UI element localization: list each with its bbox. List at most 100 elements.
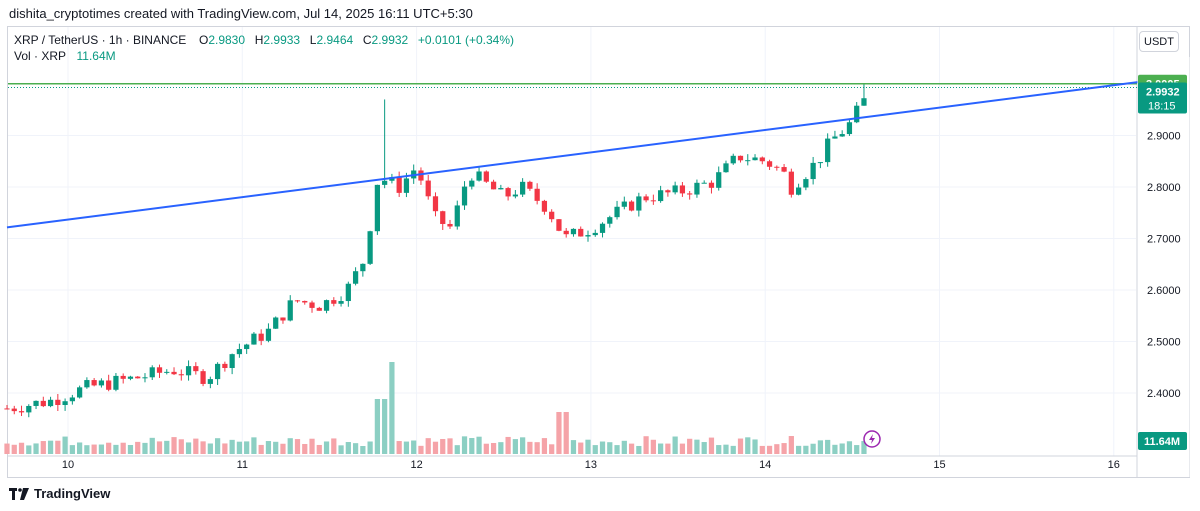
candle-body bbox=[621, 201, 627, 207]
volume-bar bbox=[759, 445, 765, 454]
volume-axis-label: 11.64M bbox=[1144, 436, 1180, 448]
volume-bar bbox=[512, 439, 518, 454]
volume-bar bbox=[47, 440, 54, 454]
volume-bar bbox=[4, 443, 10, 454]
volume-bar bbox=[658, 443, 664, 454]
candle-body bbox=[854, 105, 860, 123]
volume-bar bbox=[483, 443, 489, 454]
candle-body bbox=[403, 178, 410, 193]
volume-bar bbox=[817, 440, 824, 454]
candle-body bbox=[599, 223, 606, 233]
volume-bar bbox=[839, 443, 845, 454]
volume-bar bbox=[621, 440, 627, 454]
volume-bar bbox=[185, 442, 192, 454]
volume-bar bbox=[251, 437, 257, 454]
candle-body bbox=[679, 185, 686, 194]
volume-bar bbox=[846, 441, 853, 454]
candle-body bbox=[469, 180, 475, 187]
candle-body bbox=[91, 380, 97, 386]
volume-bar bbox=[273, 441, 279, 454]
volume-value: 11.64M bbox=[76, 49, 116, 63]
candle-body bbox=[367, 231, 373, 264]
change-value: +0.0101 (+0.34%) bbox=[417, 33, 514, 47]
volume-bar bbox=[411, 440, 417, 454]
candle-body bbox=[592, 232, 598, 236]
candle-body bbox=[570, 228, 577, 235]
candle-body bbox=[309, 302, 315, 308]
candle-body bbox=[708, 182, 715, 188]
volume-bar bbox=[352, 443, 359, 454]
volume-bar bbox=[55, 440, 61, 454]
volume-bar bbox=[607, 442, 613, 454]
candle-body bbox=[701, 182, 707, 184]
volume-label[interactable]: Vol · XRP bbox=[14, 49, 66, 63]
volume-bar bbox=[309, 438, 315, 454]
candle-body bbox=[839, 134, 845, 137]
candle-body bbox=[374, 184, 380, 232]
candle-body bbox=[33, 400, 39, 406]
volume-bar bbox=[737, 438, 744, 454]
volume-bar bbox=[534, 442, 540, 454]
candle-body bbox=[265, 328, 272, 341]
candle-body bbox=[628, 201, 635, 211]
volume-bar bbox=[679, 443, 686, 454]
volume-bar bbox=[585, 439, 591, 454]
candle-body bbox=[287, 300, 293, 321]
candle-body bbox=[716, 172, 722, 188]
volume-bar bbox=[766, 445, 773, 454]
candle-body bbox=[810, 162, 816, 180]
candle-body bbox=[687, 193, 693, 195]
volume-bar bbox=[730, 445, 736, 454]
volume-row: Vol · XRP 11.64M bbox=[14, 48, 514, 64]
candle-body bbox=[803, 179, 809, 188]
candle-body bbox=[534, 188, 540, 201]
volume-bar bbox=[265, 441, 272, 454]
candle-body bbox=[737, 155, 744, 161]
volume-bar bbox=[396, 441, 402, 454]
ohlc-row: XRP / TetherUS · 1h · BINANCE O2.9830 H2… bbox=[14, 32, 514, 48]
candle-body bbox=[585, 235, 591, 237]
candle-body bbox=[766, 161, 773, 167]
volume-bar bbox=[367, 441, 373, 454]
price-axis-bg bbox=[1137, 57, 1190, 477]
brand-name: TradingView bbox=[34, 486, 111, 501]
candle-body bbox=[18, 411, 25, 413]
volume-bar bbox=[716, 445, 722, 454]
volume-bar bbox=[149, 437, 155, 454]
volume-price-tag bbox=[1138, 432, 1187, 450]
candle-body bbox=[171, 371, 177, 375]
candle-body bbox=[156, 367, 163, 373]
volume-bar bbox=[91, 444, 97, 454]
volume-bar bbox=[229, 439, 235, 454]
volume-bar bbox=[832, 444, 838, 454]
volume-bar bbox=[556, 412, 562, 454]
candle-body bbox=[418, 170, 424, 181]
volume-bar bbox=[854, 445, 860, 454]
close-value: 2.9932 bbox=[371, 33, 409, 47]
candle-body bbox=[396, 177, 402, 193]
symbol-label[interactable]: XRP / TetherUS · 1h · BINANCE bbox=[14, 33, 187, 47]
currency-button[interactable]: USDT bbox=[1139, 31, 1179, 52]
volume-bar bbox=[323, 441, 330, 454]
candle-body bbox=[425, 180, 431, 197]
volume-bar bbox=[258, 444, 264, 454]
candle-body bbox=[331, 300, 337, 304]
volume-bar bbox=[11, 444, 17, 454]
candle-body bbox=[817, 162, 824, 164]
candle-body bbox=[135, 376, 141, 379]
volume-bar bbox=[643, 436, 649, 454]
candle-body bbox=[302, 300, 308, 303]
volume-bar bbox=[549, 444, 555, 454]
candle-body bbox=[781, 167, 787, 172]
chart-legend: XRP / TetherUS · 1h · BINANCE O2.9830 H2… bbox=[14, 32, 514, 64]
candle-body bbox=[549, 211, 555, 220]
candle-body bbox=[178, 374, 184, 376]
candle-body bbox=[294, 300, 301, 302]
candle-body bbox=[338, 301, 344, 304]
candle-body bbox=[556, 219, 562, 231]
y-tick-label: 2.7000 bbox=[1147, 234, 1181, 246]
y-tick-label: 2.8000 bbox=[1147, 182, 1181, 194]
lightning-bolt-icon bbox=[869, 434, 875, 444]
candle-body bbox=[578, 228, 584, 237]
